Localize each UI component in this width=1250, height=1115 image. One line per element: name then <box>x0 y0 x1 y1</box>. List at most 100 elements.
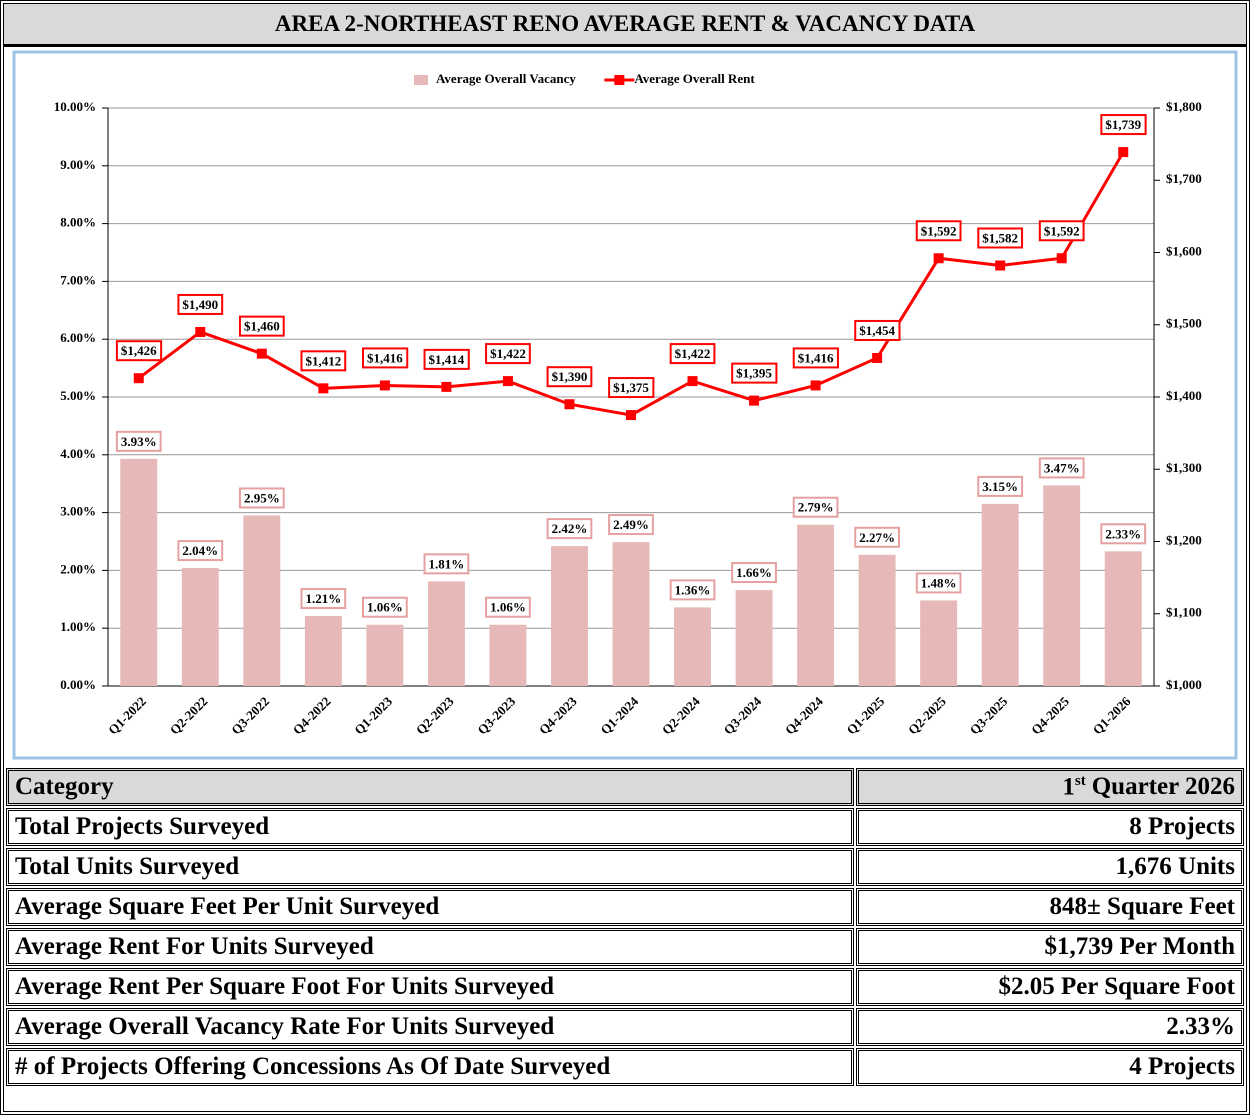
data-label-box <box>977 475 1024 497</box>
data-label-box <box>423 553 470 575</box>
data-label-text: $1,414 <box>429 352 465 367</box>
data-label-text: 1.06% <box>367 600 403 615</box>
data-label-box <box>177 540 224 562</box>
bar <box>1104 551 1142 686</box>
line-marker <box>749 395 760 406</box>
data-label: 1.06% <box>485 596 531 618</box>
data-label-text: 3.15% <box>982 479 1018 494</box>
period-suffix: st <box>1074 772 1086 789</box>
bar <box>489 624 527 686</box>
table-cell: Total Projects Surveyed <box>6 808 854 846</box>
y2-tick-label: $1,800 <box>1166 99 1202 114</box>
data-label: 1.36% <box>669 579 716 601</box>
data-label-box <box>731 562 777 584</box>
data-label: $1,390 <box>546 366 593 388</box>
line-marker <box>133 373 144 384</box>
y2-tick-label: $1,300 <box>1166 460 1202 475</box>
data-label-box <box>485 596 531 618</box>
data-label-text: $1,592 <box>921 223 957 238</box>
y-tick-label: 1.00% <box>60 619 96 634</box>
table-body: Category 1st Quarter 2026 Total Projects … <box>6 768 1244 1086</box>
data-label-box <box>300 350 347 372</box>
line-marker <box>318 383 329 394</box>
table-cell: Average Rent For Units Surveyed <box>6 928 854 966</box>
data-label: $1,582 <box>977 227 1024 249</box>
legend-label: Average Overall Rent <box>634 71 755 86</box>
bar <box>304 616 342 686</box>
data-label-box <box>669 343 716 365</box>
table-cell: 848± Square Feet <box>856 888 1244 926</box>
data-label-box <box>362 347 409 369</box>
data-label: 1.66% <box>731 562 777 584</box>
page-title: AREA 2-NORTHEAST RENO AVERAGE RENT & VAC… <box>4 4 1246 47</box>
data-label-text: 2.42% <box>552 521 588 536</box>
data-label: $1,454 <box>854 319 901 341</box>
period-number: 1 <box>1062 773 1075 801</box>
table-row: Total Units Surveyed 1,676 Units <box>6 848 1244 886</box>
data-label: 2.04% <box>177 540 224 562</box>
data-label: $1,422 <box>669 343 716 365</box>
data-label-text: 1.36% <box>675 582 711 597</box>
data-label: $1,460 <box>238 315 285 337</box>
data-label-box <box>792 347 839 369</box>
data-label-text: 1.66% <box>736 565 772 580</box>
data-label-box <box>115 430 162 452</box>
data-label: $1,375 <box>608 377 655 399</box>
data-label-box <box>362 596 408 618</box>
y-tick-label: 6.00% <box>60 330 96 345</box>
data-label-box <box>608 377 655 399</box>
data-label: 2.42% <box>546 518 593 540</box>
table-row: Average Square Feet Per Unit Surveyed 848… <box>6 888 1244 926</box>
data-label-text: $1,490 <box>182 297 218 312</box>
data-label-text: $1,454 <box>859 323 895 338</box>
legend-label: Average Overall Vacancy <box>436 71 576 86</box>
data-label-text: $1,390 <box>552 369 588 384</box>
bar <box>858 554 896 686</box>
table-cell: # of Projects Offering Concessions As Of… <box>6 1048 854 1086</box>
data-label: 2.95% <box>238 487 285 509</box>
data-label-box <box>485 343 531 365</box>
bar <box>551 546 588 686</box>
data-label-box <box>854 526 900 548</box>
y-tick-label: 8.00% <box>60 215 96 230</box>
data-label-text: $1,426 <box>121 343 157 358</box>
data-label-text: 2.27% <box>859 530 895 545</box>
line-marker <box>256 348 267 359</box>
y-tick-label: 4.00% <box>60 446 96 461</box>
data-label-text: 2.49% <box>613 517 649 532</box>
data-label-text: $1,460 <box>244 319 280 334</box>
line-marker <box>379 380 390 391</box>
data-label-text: $1,412 <box>305 353 341 368</box>
header-row: Category 1st Quarter 2026 <box>6 768 1244 806</box>
y2-tick-label: $1,100 <box>1166 605 1202 620</box>
y2-tick-label: $1,600 <box>1166 243 1202 258</box>
data-label-text: 1.21% <box>305 591 341 606</box>
y-tick-label: 10.00% <box>54 99 96 114</box>
line-marker <box>995 260 1006 271</box>
bar <box>1043 485 1081 686</box>
table-row: Average Overall Vacancy Rate For Units S… <box>6 1008 1244 1046</box>
bar <box>920 600 958 686</box>
data-label-text: $1,422 <box>490 346 526 361</box>
data-label: 2.27% <box>854 526 900 548</box>
data-label-box <box>915 572 962 594</box>
y-tick-label: 0.00% <box>60 677 96 692</box>
data-label-box <box>177 293 224 315</box>
data-label: $1,592 <box>1038 220 1085 242</box>
line-marker <box>1118 147 1129 158</box>
data-label-text: 1.81% <box>429 556 465 571</box>
bar <box>366 624 404 686</box>
data-label: 2.79% <box>792 496 839 518</box>
chart: 0.00% 1.00% 2.00% 3.00% 4.00% 5.00% 6.00% 7.00%… <box>12 50 1238 760</box>
data-label-box <box>546 366 593 388</box>
line-marker <box>933 253 944 264</box>
data-label: 3.93% <box>115 430 162 452</box>
data-label-box <box>423 348 470 370</box>
legend-swatch <box>614 75 625 85</box>
data-label-box <box>546 518 593 540</box>
data-label-text: $1,422 <box>675 346 711 361</box>
data-label-box <box>1038 220 1085 242</box>
data-label: $1,592 <box>915 220 962 242</box>
data-label-box <box>977 227 1024 249</box>
bar <box>120 458 158 686</box>
